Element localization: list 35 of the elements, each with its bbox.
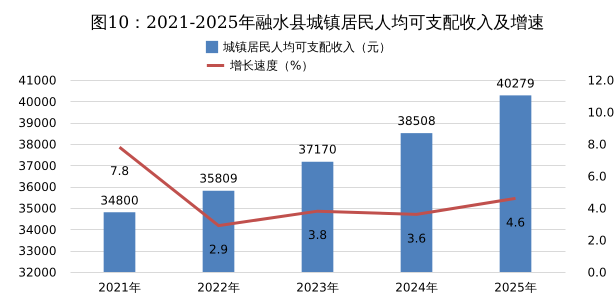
y-tick-label: 36000 (18, 180, 56, 194)
y-tick-label: 34000 (18, 222, 56, 237)
y2-tick-label: 4.0 (588, 202, 607, 216)
legend-label: 增长速度（%） (229, 58, 314, 72)
y-tick-label: 37000 (18, 158, 56, 173)
data-label: 4.6 (506, 215, 526, 230)
data-label: 7.8 (110, 164, 130, 178)
y-tick-label: 38000 (18, 138, 56, 152)
y-tick-label: 41000 (18, 74, 56, 88)
x-tick-label: 2021年 (98, 280, 141, 294)
y-tick-label: 39000 (18, 116, 56, 130)
data-label: 38508 (397, 114, 436, 128)
y2-tick-label: 10.0 (588, 106, 614, 120)
y2-tick-label: 2.0 (588, 234, 607, 248)
y2-tick-label: 8.0 (588, 138, 607, 152)
x-tick-label: 2024年 (395, 280, 438, 294)
y-tick-label: 32000 (18, 266, 56, 280)
y2-tick-label: 12.0 (588, 74, 614, 88)
chart-title: 图10：2021-2025年融水县城镇居民人均可支配收入及增速 (90, 13, 544, 33)
x-tick-label: 2023年 (296, 280, 339, 294)
data-label: 40279 (496, 76, 535, 90)
x-tick-label: 2022年 (197, 280, 240, 294)
y2-tick-label: 6.0 (588, 170, 607, 184)
y2-tick-label: 0.0 (588, 266, 607, 280)
data-label: 35809 (199, 172, 238, 186)
y-tick-label: 40000 (18, 94, 56, 109)
legend-label: 城镇居民人均可支配收入（元） (222, 40, 391, 54)
x-tick-label: 2025年 (494, 280, 537, 294)
data-label: 34800 (100, 193, 139, 208)
data-label: 2.9 (208, 242, 228, 257)
data-label: 3.6 (406, 231, 426, 246)
data-label: 3.8 (308, 228, 328, 242)
y-tick-label: 33000 (18, 244, 56, 258)
data-label: 37170 (298, 142, 337, 157)
y-tick-label: 35000 (18, 202, 56, 216)
